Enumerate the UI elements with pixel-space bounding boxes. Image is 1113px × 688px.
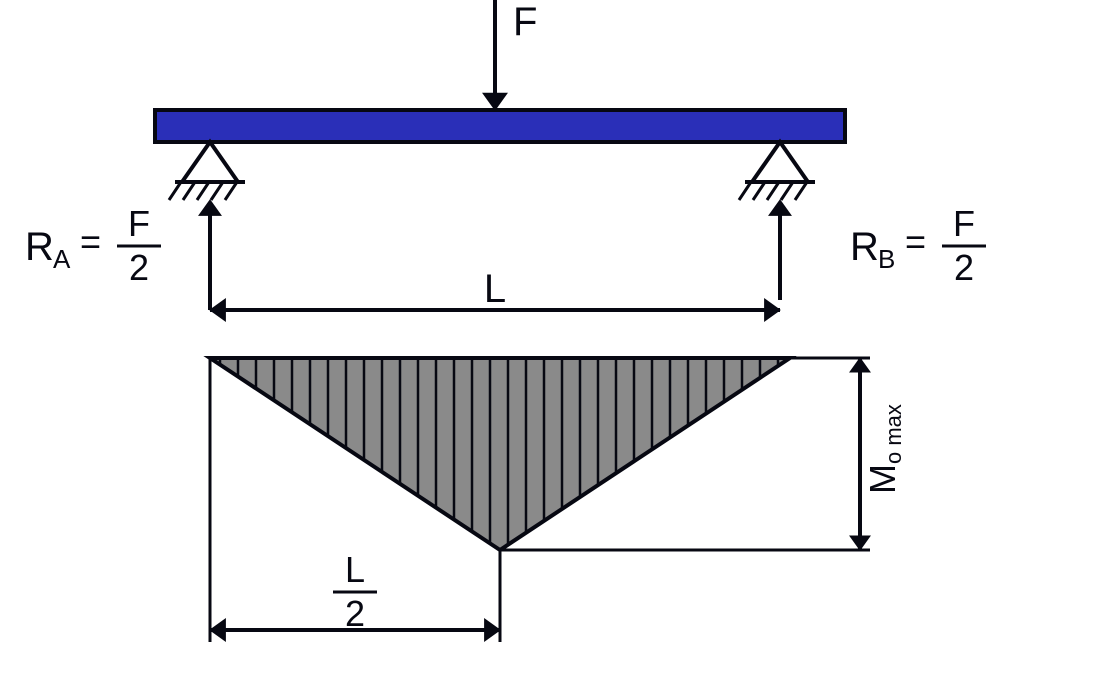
svg-text:F: F (953, 203, 975, 244)
svg-text:2: 2 (345, 593, 365, 634)
svg-text:F: F (128, 203, 150, 244)
support-b (739, 142, 815, 200)
reaction-a: RA = F2 (25, 202, 210, 310)
svg-text:R: R (850, 225, 879, 269)
support-a (169, 142, 245, 200)
svg-text:2: 2 (954, 247, 974, 288)
svg-text:B: B (878, 244, 895, 274)
svg-text:R: R (25, 225, 54, 269)
span-dimension: L (210, 267, 780, 311)
span-label: L (484, 267, 506, 311)
svg-text:=: = (80, 221, 101, 262)
force-arrow: F (495, 0, 537, 108)
svg-text:L: L (345, 549, 365, 590)
moment-max-label: Mo max (862, 404, 906, 494)
reaction-b: RB = F2 (780, 202, 986, 300)
beam (155, 110, 845, 142)
svg-text:2: 2 (129, 247, 149, 288)
svg-text:=: = (905, 221, 926, 262)
svg-text:o max: o max (881, 404, 906, 464)
force-label: F (513, 0, 537, 44)
moment-diagram: Mo max (210, 358, 906, 550)
svg-text:A: A (53, 244, 71, 274)
svg-text:M: M (862, 464, 903, 494)
